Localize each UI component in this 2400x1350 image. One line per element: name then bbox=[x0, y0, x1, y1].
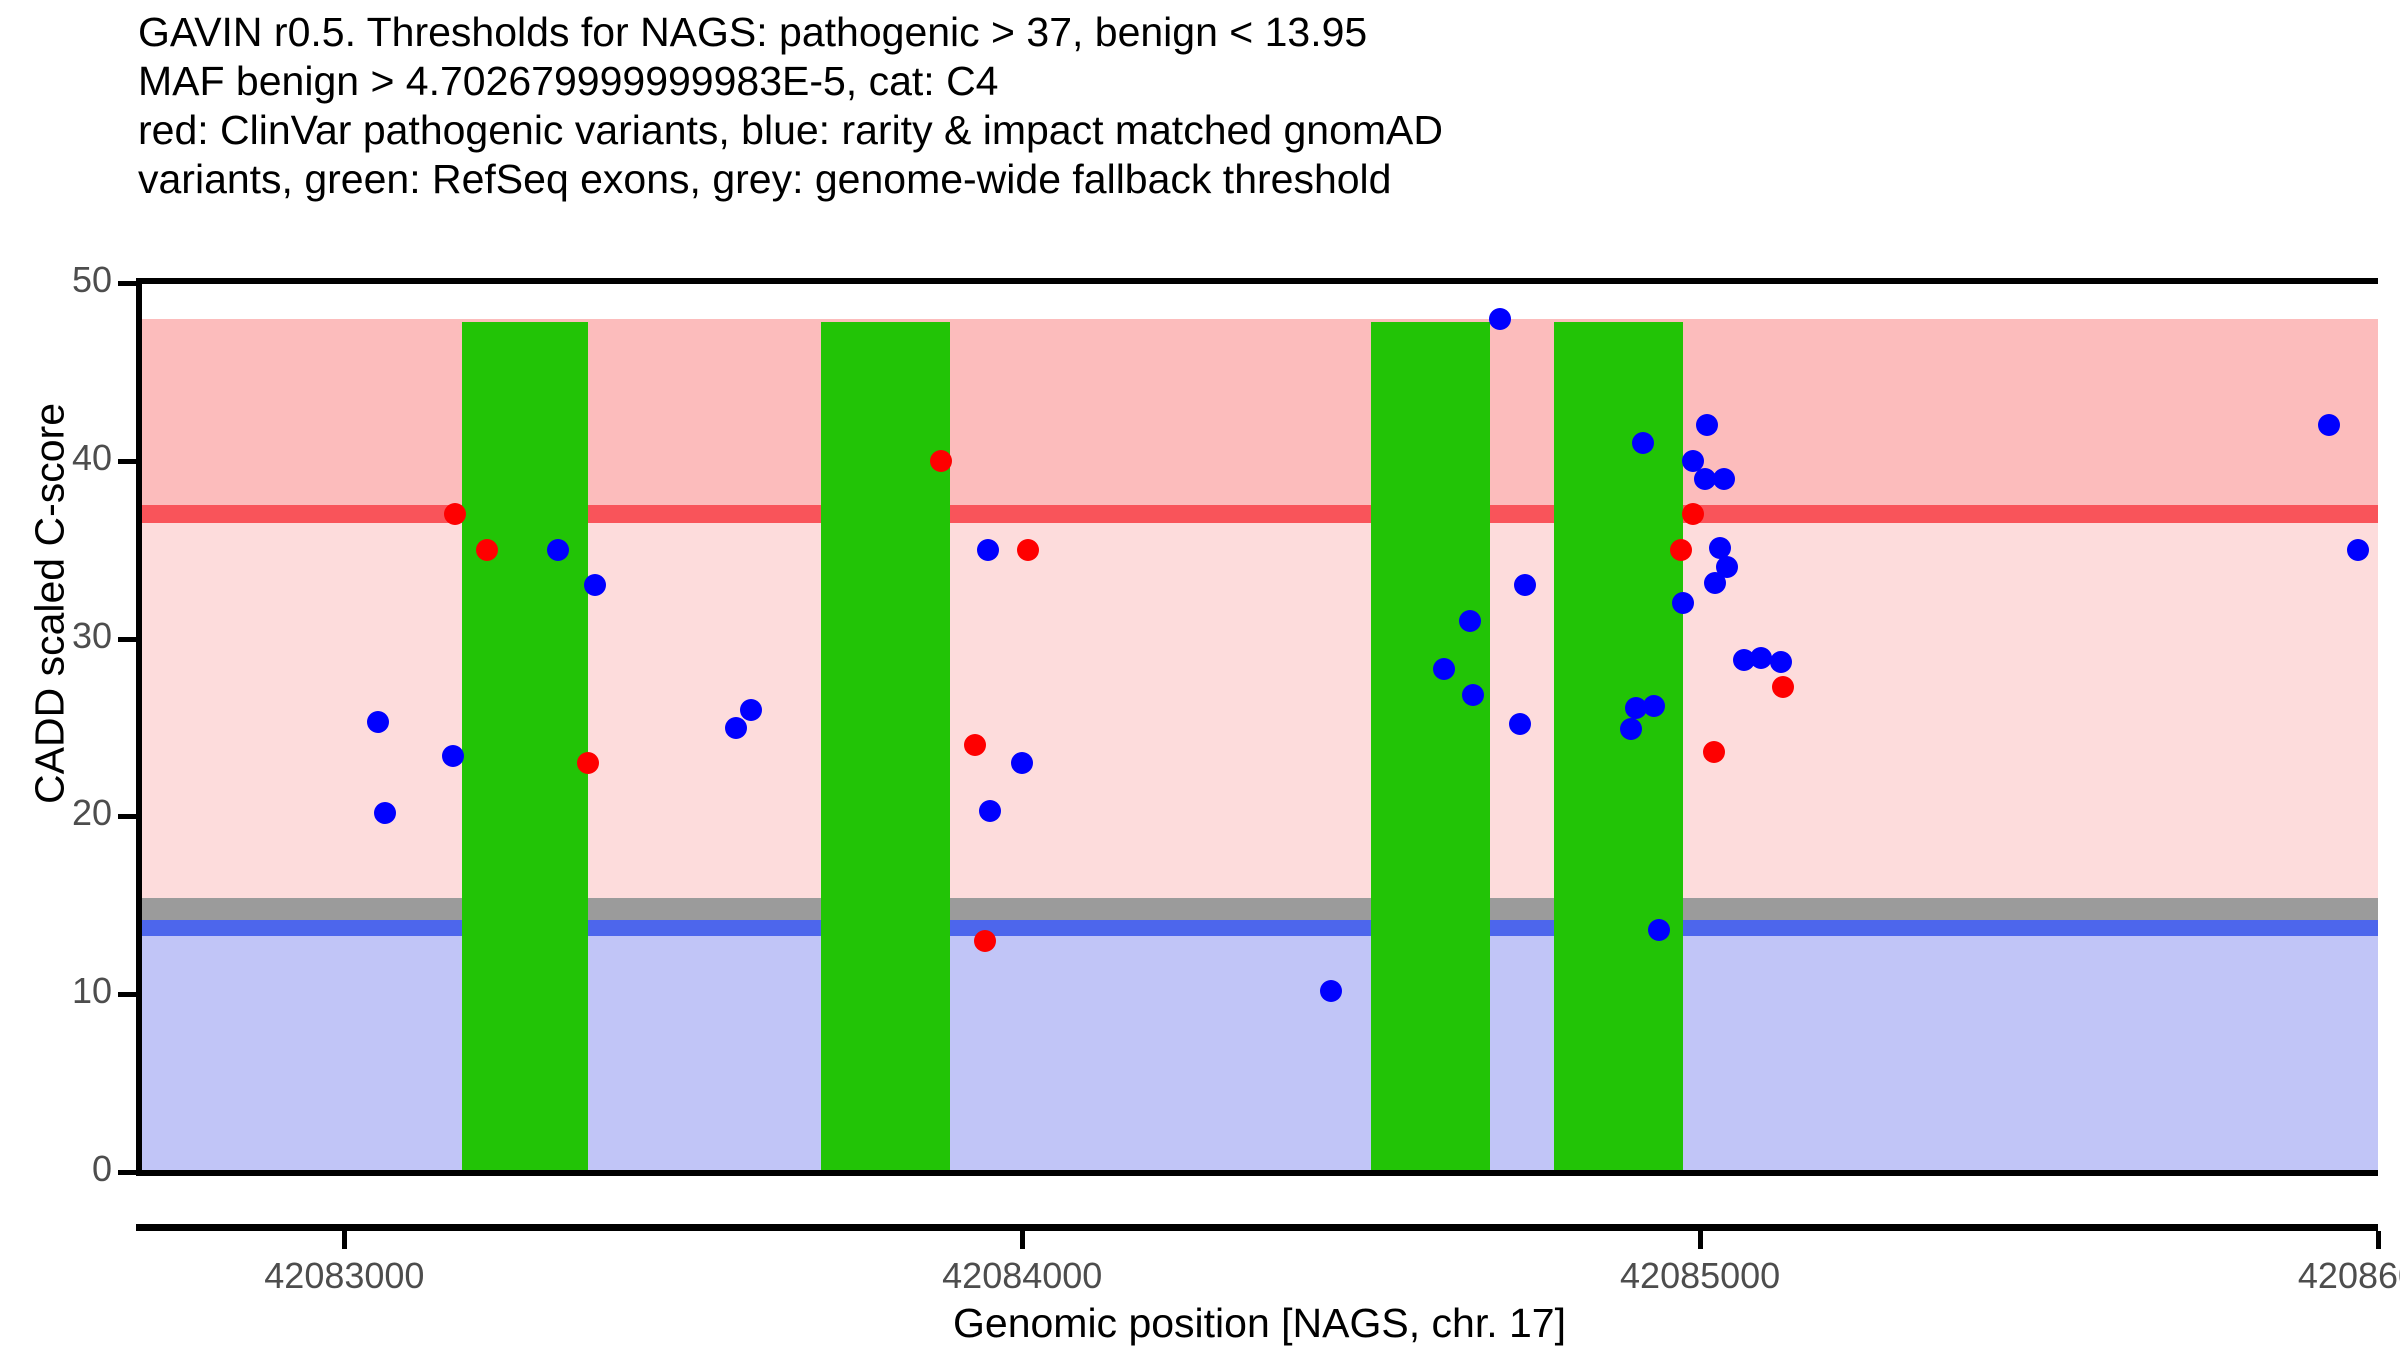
title-line-3: red: ClinVar pathogenic variants, blue: … bbox=[138, 107, 1444, 153]
y-tick-label-0: 0 bbox=[91, 1148, 112, 1189]
x-tick-label-42086000: 42086000 bbox=[2297, 1255, 2400, 1296]
data-point-red-9 bbox=[1670, 538, 1693, 561]
y-tick-20 bbox=[118, 814, 140, 820]
data-point-blue-25 bbox=[1716, 556, 1739, 579]
y-axis-label: CADD scaled C-score bbox=[26, 403, 73, 804]
data-point-red-2 bbox=[475, 538, 498, 561]
data-point-blue-27 bbox=[1733, 648, 1756, 671]
y-tick-40 bbox=[118, 458, 140, 464]
x-tick-42083000 bbox=[342, 1231, 348, 1249]
y-tick-label-30: 30 bbox=[71, 614, 112, 656]
data-point-blue-22 bbox=[1712, 467, 1735, 490]
y-tick-10 bbox=[118, 992, 140, 998]
data-point-blue-11 bbox=[1489, 307, 1512, 330]
y-axis-line bbox=[136, 278, 142, 1176]
y-tick-label-20: 20 bbox=[71, 792, 112, 834]
band-genome-wide-fallback bbox=[141, 898, 2378, 920]
plot-panel bbox=[141, 283, 2378, 1172]
x-axis-label: Genomic position [NAGS, chr. 17] bbox=[953, 1300, 1566, 1346]
data-point-blue-26 bbox=[1704, 572, 1727, 595]
exon-rect-1 bbox=[461, 322, 589, 1172]
data-point-blue-4 bbox=[546, 538, 569, 561]
data-point-blue-35 bbox=[2346, 538, 2369, 561]
y-tick-label-40: 40 bbox=[71, 436, 112, 478]
title-line-4: variants, green: RefSeq exons, grey: gen… bbox=[138, 156, 1392, 202]
x-tick-42084000 bbox=[1020, 1231, 1026, 1249]
data-point-red-6 bbox=[1016, 538, 1039, 561]
exon-rect-3 bbox=[1370, 322, 1490, 1172]
x-axis-line bbox=[136, 1224, 2378, 1231]
data-point-blue-12 bbox=[1432, 657, 1455, 680]
x-tick-label-42085000: 42085000 bbox=[1620, 1255, 1781, 1296]
band-benign-threshold bbox=[141, 919, 2378, 936]
y-tick-label-50: 50 bbox=[71, 259, 112, 300]
data-point-blue-10 bbox=[979, 800, 1002, 823]
x-tick-42086000 bbox=[2376, 1231, 2381, 1249]
title-line-1: GAVIN r0.5. Thresholds for NAGS: pathoge… bbox=[138, 9, 1368, 55]
data-point-blue-16 bbox=[1509, 712, 1532, 735]
data-point-blue-33 bbox=[1648, 919, 1671, 942]
y-tick-label-10: 10 bbox=[71, 970, 112, 1012]
data-point-red-8 bbox=[1682, 503, 1705, 526]
data-point-blue-6 bbox=[725, 716, 748, 739]
data-point-blue-3 bbox=[441, 744, 464, 767]
title-line-2: MAF benign > 4.702679999999983E-5, cat: … bbox=[138, 58, 999, 104]
x-tick-42085000 bbox=[1698, 1231, 1704, 1249]
data-point-red-5 bbox=[963, 734, 986, 757]
panel-bottom-border bbox=[141, 1170, 2378, 1176]
x-tick-label-42083000: 42083000 bbox=[264, 1255, 425, 1296]
data-point-red-10 bbox=[1702, 741, 1725, 764]
data-point-blue-28 bbox=[1750, 647, 1773, 670]
data-point-blue-15 bbox=[1462, 684, 1485, 707]
data-point-blue-18 bbox=[1631, 432, 1654, 455]
data-point-blue-34 bbox=[2317, 414, 2340, 437]
y-tick-0 bbox=[118, 1170, 140, 1175]
data-point-blue-1 bbox=[367, 711, 390, 734]
data-point-blue-8 bbox=[977, 538, 1000, 561]
data-point-blue-31 bbox=[1643, 695, 1666, 718]
band-pathogenic-threshold bbox=[141, 505, 2378, 524]
data-point-red-3 bbox=[577, 752, 600, 775]
exon-rect-4 bbox=[1554, 322, 1684, 1172]
x-tick-label-42084000: 42084000 bbox=[942, 1255, 1103, 1296]
data-point-blue-2 bbox=[374, 801, 397, 824]
data-point-red-7 bbox=[973, 929, 996, 952]
data-point-blue-21 bbox=[1693, 467, 1716, 490]
panel-top-border bbox=[141, 278, 2378, 284]
data-point-blue-13 bbox=[1458, 609, 1481, 632]
data-point-blue-29 bbox=[1770, 650, 1793, 673]
data-point-blue-30 bbox=[1624, 696, 1647, 719]
data-point-red-1 bbox=[443, 503, 466, 526]
data-point-blue-14 bbox=[1514, 574, 1537, 597]
data-point-blue-5 bbox=[584, 574, 607, 597]
data-point-red-11 bbox=[1771, 675, 1794, 698]
data-point-blue-7 bbox=[740, 698, 763, 721]
data-point-blue-23 bbox=[1672, 592, 1695, 615]
data-point-blue-17 bbox=[1319, 979, 1342, 1002]
chart-title-block: GAVIN r0.5. Thresholds for NAGS: pathoge… bbox=[138, 8, 2238, 204]
data-point-blue-19 bbox=[1682, 449, 1705, 472]
y-tick-50 bbox=[118, 281, 140, 286]
data-point-red-4 bbox=[929, 449, 952, 472]
data-point-blue-24 bbox=[1709, 536, 1732, 559]
y-tick-30 bbox=[118, 636, 140, 642]
data-point-blue-20 bbox=[1695, 414, 1718, 437]
data-point-blue-32 bbox=[1619, 718, 1642, 741]
data-point-blue-9 bbox=[1011, 752, 1034, 775]
exon-rect-2 bbox=[820, 322, 951, 1172]
